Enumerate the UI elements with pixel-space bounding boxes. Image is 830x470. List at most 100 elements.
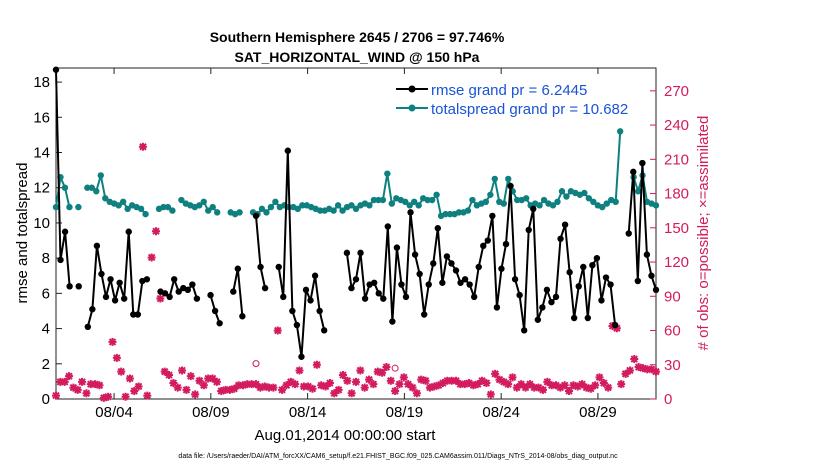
obs-assimilated-marker: [460, 380, 469, 389]
obs-assimilated-marker: [130, 387, 139, 396]
rmse-point: [320, 327, 328, 334]
rmse-point: [470, 293, 478, 301]
rmse-point: [516, 291, 523, 299]
obs-assimilated-marker: [278, 385, 287, 394]
obs-assimilated-marker: [578, 380, 587, 389]
obs-assimilated-marker: [652, 367, 660, 376]
totalspread-point: [272, 198, 279, 206]
totalspread-point: [558, 188, 566, 195]
obs-assimilated-marker: [395, 380, 404, 389]
obs-assimilated-marker: [625, 366, 634, 375]
obs-assimilated-marker: [82, 389, 91, 398]
obs-assimilated-marker: [60, 377, 69, 386]
totalspread-point: [93, 188, 100, 195]
obs-assimilated-marker: [434, 381, 443, 390]
totalspread-point: [299, 202, 306, 209]
rmse-point: [398, 281, 405, 288]
obs-assimilated-marker: [325, 379, 334, 388]
obs-assimilated-marker: [491, 369, 500, 378]
obs-assimilated-marker: [343, 376, 352, 385]
totalspread-point: [428, 196, 436, 204]
obs-assimilated-marker: [556, 383, 565, 392]
totalspread-point: [549, 202, 557, 209]
obs-assimilated-marker: [373, 367, 382, 376]
obs-assimilated-marker: [352, 377, 360, 386]
obs-assimilated-marker: [391, 387, 400, 396]
totalspread-point: [316, 207, 324, 214]
rmse-point: [293, 321, 301, 329]
rmse-point: [380, 295, 387, 302]
y-tick-label-left: 8: [42, 250, 50, 267]
rmse-point: [316, 307, 323, 315]
totalspread-point: [370, 196, 378, 204]
rmse-point: [452, 267, 460, 274]
obs-assimilated-marker: [138, 142, 147, 151]
obs-assimilated-marker: [73, 385, 82, 394]
obs-assimilated-marker: [108, 337, 117, 346]
obs-assimilated-marker: [612, 324, 621, 333]
rmse-point: [448, 260, 455, 267]
totalspread-point: [124, 205, 131, 213]
obs-assimilated-marker: [430, 382, 439, 391]
totalspread-point: [119, 198, 127, 206]
obs-assimilated-marker: [199, 381, 208, 390]
rmse-point: [361, 295, 369, 302]
rmse-point: [430, 260, 437, 267]
totalspread-point: [236, 209, 243, 216]
rmse-point: [630, 168, 637, 176]
obs-assimilated-marker: [630, 355, 639, 364]
totalspread-point: [563, 193, 570, 200]
rmse-point: [84, 323, 92, 331]
totalspread-series: [52, 128, 660, 220]
y-tick-label-left: 2: [42, 356, 50, 373]
rmse-point: [643, 251, 651, 258]
rmse-point: [511, 276, 519, 283]
rmse-point: [289, 307, 296, 315]
obs-assimilated-marker: [86, 380, 95, 389]
rmse-point: [211, 307, 219, 315]
obs-assimilated-marker: [582, 383, 591, 392]
obs-assimilated-marker: [365, 375, 374, 384]
obs-assimilated-marker: [291, 380, 300, 389]
rmse-point: [57, 256, 64, 264]
totalspread-point: [294, 205, 301, 213]
obs-assimilated-marker: [517, 380, 526, 389]
totalspread-point: [442, 210, 449, 218]
rmse-point: [102, 293, 110, 301]
rmse-point: [61, 228, 69, 235]
rmse-point: [461, 276, 469, 283]
rmse-point: [439, 279, 446, 286]
obs-assimilated-marker: [143, 391, 152, 400]
totalspread-point: [446, 210, 454, 218]
obs-assimilated-marker: [360, 383, 369, 392]
obs-assimilated-marker: [191, 390, 200, 399]
obs-assimilated-marker: [273, 326, 282, 335]
rmse-point: [384, 223, 392, 230]
rmse-point: [402, 293, 410, 301]
rmse-point: [584, 314, 592, 322]
rmse-point: [489, 212, 496, 220]
rmse-point: [375, 290, 382, 297]
rmse-point: [557, 235, 564, 242]
obs-assimilated-marker: [260, 382, 269, 391]
totalspread-point: [599, 203, 606, 211]
rmse-point: [502, 240, 510, 248]
obs-possible-marker: [252, 360, 260, 368]
rmse-point: [348, 284, 355, 292]
totalspread-point: [205, 207, 212, 214]
rmse-point: [543, 286, 551, 294]
legend-spread-label: totalspread grand pr = 10.682: [431, 101, 628, 118]
rmse-point: [93, 242, 101, 250]
rmse-point: [357, 249, 364, 257]
obs-assimilated-marker: [647, 365, 656, 374]
obs-assimilated-marker: [482, 379, 491, 388]
totalspread-point: [263, 209, 270, 216]
obs-assimilated-marker: [121, 392, 130, 401]
rmse-point: [507, 182, 514, 190]
obs-assimilated-marker: [495, 375, 504, 384]
obs-assimilated-marker: [621, 369, 630, 378]
x-axis: 08/04 08/09 08/14 08/19 08/24 08/29: [95, 68, 617, 421]
obs-assimilated-marker: [525, 380, 534, 389]
totalspread-point: [482, 198, 490, 206]
obs-assimilated-marker: [247, 380, 256, 389]
